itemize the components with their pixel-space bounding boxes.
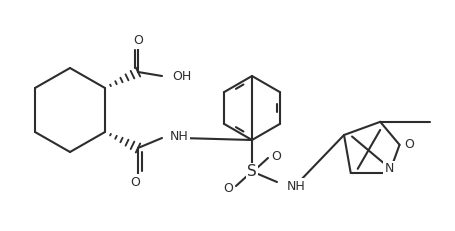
Text: O: O [130, 176, 140, 188]
Text: O: O [404, 138, 415, 151]
Text: N: N [384, 162, 394, 176]
Text: O: O [223, 182, 233, 195]
Text: O: O [271, 149, 281, 162]
Text: NH: NH [170, 131, 189, 143]
Text: OH: OH [172, 70, 191, 83]
Text: NH: NH [287, 179, 306, 192]
Text: O: O [133, 34, 143, 48]
Text: S: S [247, 164, 257, 179]
